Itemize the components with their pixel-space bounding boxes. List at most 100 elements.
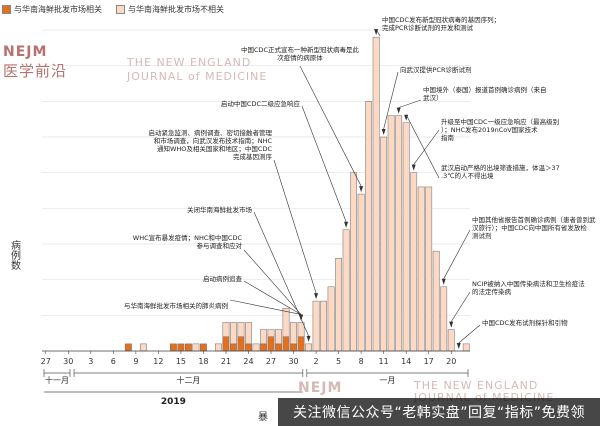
bar-unrelated (357, 193, 365, 352)
bar-unrelated (365, 101, 373, 352)
bar-unrelated (425, 186, 433, 352)
bar-unrelated (305, 343, 312, 352)
bar-related (245, 343, 252, 352)
x-axis-title: 暴 (258, 412, 268, 423)
annotation-label-line: 与华南海鲜批发市场相关的肺炎病例 (124, 301, 228, 310)
annotation-leader (398, 99, 422, 108)
bar-unrelated (267, 329, 275, 337)
annotation-label-line: 武汉） (423, 93, 443, 102)
bar-related (282, 336, 290, 352)
annotation-leader (405, 114, 440, 179)
annotation-label: NCIP被纳入中国传染病法和卫生检疫法的法定传染病 (472, 279, 585, 296)
annotation-label: 启动病例追查 (203, 274, 243, 283)
bar-unrelated (245, 322, 252, 345)
annotation-leader (301, 105, 347, 222)
nejm-logo-watermark-bottom: NEJM (298, 380, 343, 396)
bar-unrelated (320, 300, 327, 352)
annotation-label: 升级至中国CDC一级应急响应（最高级别）；NHC发布2019nCoV国家技术指南 (441, 117, 559, 142)
bar-unrelated (395, 115, 403, 352)
bar-unrelated (462, 343, 470, 352)
annotation-label-line: 通知WHO及相关国家和地区；中国CDC (157, 144, 272, 153)
bar-unrelated (297, 322, 305, 337)
legend-label-related: 与华南海鲜批发市场相关 (14, 5, 102, 14)
annotation-label: 中国CDC正式宣布一种新型冠状病毒是此次疫情的病原体 (241, 45, 360, 62)
x-tick-label: 21 (221, 357, 231, 366)
x-tick-label: 18 (198, 357, 208, 366)
annotation-arrowhead (344, 221, 349, 228)
annotation-label-line: 启动紧急监测、病例调查、密切接触者管理 (149, 128, 273, 137)
bar-related (260, 343, 267, 352)
x-tick-label: 27 (266, 357, 276, 366)
annotation-label-line: 向武汉提供PCR诊断试剂 (400, 65, 471, 74)
annotation-label: 启动中国CDC二级应急响应 (221, 99, 301, 108)
x-tick-label: 20 (446, 357, 456, 366)
x-tick-label: 2 (314, 357, 319, 366)
annotation-label: 向武汉提供PCR诊断试剂 (400, 65, 471, 74)
bar-unrelated (440, 286, 448, 352)
annotation-label-line: 中国CDC正式宣布一种新型冠状病毒是此 (241, 45, 360, 54)
legend-label-unrelated: 与华南海鲜批发市场不相关 (128, 5, 224, 14)
bar-related (185, 343, 192, 352)
bar-unrelated (260, 329, 267, 345)
bar-unrelated (380, 136, 388, 352)
annotation-arrowhead (396, 107, 401, 114)
annotation-arrowhead (411, 164, 416, 171)
bar-unrelated (139, 343, 147, 352)
bar-related (275, 343, 282, 352)
bar-related (297, 336, 305, 352)
annotation-label-line: ）；NHC发布2019nCoV国家技术 (441, 125, 538, 134)
bar-unrelated (290, 322, 297, 345)
bar-unrelated (432, 250, 440, 352)
annotation-arrowhead (306, 335, 311, 342)
bar-unrelated (230, 322, 237, 345)
annotation-leader (443, 229, 471, 279)
annotation-label-line: 指南 (441, 133, 455, 142)
x-tick-label: 30 (63, 357, 73, 366)
annotation-label-line: NCIP被纳入中国传染病法和卫生检疫法 (472, 279, 585, 288)
annotation-label-line: WHC宣布暴发疫情；NHC和中国CDC (133, 233, 243, 242)
annotation-leader (243, 249, 302, 315)
x-tick-label: 30 (288, 357, 298, 366)
annotation-label: 中国其他省报告首例确诊病例（患者曾到武汉旅行）；中国CDC向中国所有省发放检测试… (472, 215, 596, 240)
journal-name-line2: JOURNAL of MEDICINE (127, 70, 268, 83)
annotation-leader (253, 211, 309, 336)
bar-unrelated (387, 115, 395, 352)
bar-unrelated (222, 322, 230, 337)
bar-unrelated (410, 172, 418, 352)
bar-related (267, 336, 275, 352)
bar-related (124, 343, 132, 352)
legend-item-unrelated: 与华南海鲜批发市场不相关 (116, 4, 224, 15)
bar-related (222, 336, 230, 352)
annotation-leader (243, 280, 302, 315)
bar-unrelated (447, 329, 455, 352)
x-tick-label: 15 (176, 357, 186, 366)
annotation-arrowhead (456, 343, 461, 349)
x-tick-label: 24 (243, 357, 253, 366)
nejm-logo-watermark: NEJM (3, 44, 48, 60)
annotation-arrowhead (314, 293, 319, 300)
annotation-leader (458, 324, 481, 344)
x-tick-label: 12 (153, 357, 163, 366)
x-tick-label: 3 (88, 357, 93, 366)
bar-unrelated (312, 300, 320, 352)
bar-unrelated (252, 343, 260, 352)
annotation-arrowhead (449, 321, 454, 328)
annotation-label: 启动紧急监测、病例调查、密切接触者管理和市场调查，向武汉发布技术指南；NHC 通知… (149, 128, 273, 161)
annotation-label: 中国境外（泰国）报道首例确诊病例（来自武汉） (423, 85, 547, 102)
nejm-cn-watermark: 医学前沿 (3, 62, 68, 80)
annotation-leader (413, 129, 440, 165)
annotation-label-line: 武汉启动严格的出境筛查措施，体温＞37 (441, 163, 560, 172)
year-label: 2019 (161, 397, 186, 407)
annotation-label: 中国CDC发布新型冠状病毒的基因序列；完成PCR诊断试剂的开发和测试 (382, 15, 500, 32)
annotation-label-line: 完成PCR诊断试剂的开发和测试 (382, 23, 473, 32)
x-tick-label: 8 (359, 357, 364, 366)
x-tick-label: 5 (336, 357, 341, 366)
bar-unrelated (350, 172, 358, 352)
bar-unrelated (282, 307, 290, 337)
annotation-arrowhead (404, 114, 409, 121)
bar-unrelated (372, 36, 380, 352)
month-label: 一月 (379, 376, 395, 385)
annotation-label-line: 完成基因测序 (233, 152, 273, 161)
y-axis-label: 病例数 (9, 239, 21, 271)
